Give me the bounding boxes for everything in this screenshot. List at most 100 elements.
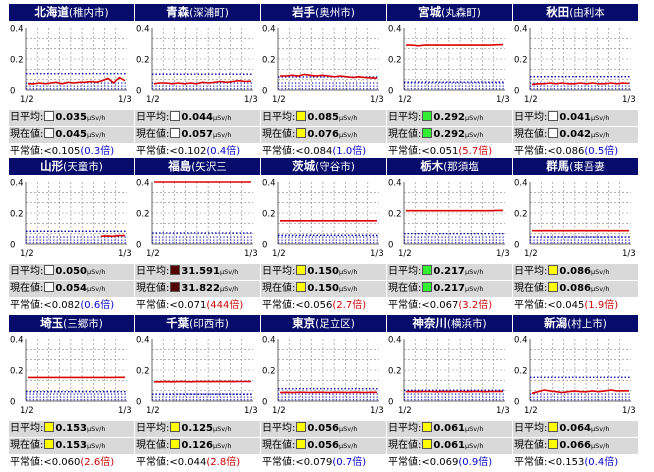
normal-value: <0.102 — [169, 146, 206, 157]
station-header[interactable]: 群馬(東吾妻 — [513, 158, 638, 175]
x-tick-label: 1/3 — [370, 406, 384, 416]
normal-value: <0.084 — [295, 146, 332, 157]
current-value-label: 現在値: — [136, 283, 169, 294]
level-color-box — [296, 422, 306, 432]
city-name: (那須塩 — [443, 161, 479, 173]
y-tick-label: 0.4 — [136, 179, 150, 189]
station-header[interactable]: 新潟(村上市) — [513, 315, 638, 332]
station-header[interactable]: 埼玉(三郷市) — [9, 315, 134, 332]
x-tick-label: 1/2 — [524, 95, 538, 105]
daily-average-label: 日平均: — [262, 423, 295, 434]
ratio-value: (444倍) — [206, 300, 243, 311]
x-tick-label: 1/3 — [496, 249, 510, 259]
unit-label: μSv/h — [213, 425, 231, 433]
station-header[interactable]: 千葉(印西市) — [135, 315, 260, 332]
current-value-label: 現在値: — [514, 440, 547, 451]
x-tick-label: 1/2 — [20, 249, 34, 259]
normal-value-label: 平常値: — [514, 146, 547, 157]
y-tick-label: 0.4 — [136, 25, 150, 35]
unit-label: μSv/h — [591, 285, 609, 293]
y-tick-label: 0.4 — [514, 25, 528, 35]
prefecture-name: 秋田 — [546, 5, 569, 19]
normal-value-label: 平常値: — [136, 146, 169, 157]
y-tick-label: 0 — [10, 398, 15, 408]
level-color-box — [296, 128, 306, 138]
level-color-box — [170, 282, 180, 292]
normal-value-label: 平常値: — [262, 457, 295, 468]
current-value: 0.042 — [559, 129, 591, 140]
daily-average-value: 0.064 — [559, 423, 591, 434]
y-tick-label: 0.2 — [136, 210, 150, 220]
x-tick-label: 1/2 — [20, 406, 34, 416]
daily-average-row: 日平均:0.061μSv/h — [387, 421, 512, 437]
level-color-box — [170, 111, 180, 121]
normal-value: <0.105 — [43, 146, 80, 157]
station-header[interactable]: 東京(足立区) — [261, 315, 386, 332]
level-color-box — [170, 265, 180, 275]
ratio-value: (3.2倍) — [458, 300, 492, 311]
unit-label: μSv/h — [591, 442, 609, 450]
unit-label: μSv/h — [591, 425, 609, 433]
x-tick-label: 1/2 — [524, 249, 538, 259]
normal-value-row: 平常値:<0.071(444倍) — [135, 298, 260, 314]
dose-series-line — [154, 81, 251, 84]
prefecture-name: 福島 — [168, 159, 191, 173]
station-header[interactable]: 青森(深浦町) — [135, 4, 260, 21]
city-name: (足立区) — [315, 318, 355, 330]
station-header[interactable]: 北海道(稚内市) — [9, 4, 134, 21]
level-color-box — [548, 282, 558, 292]
unit-label: μSv/h — [213, 114, 231, 122]
daily-average-value: 0.292 — [433, 112, 465, 123]
city-name: (東吾妻 — [569, 161, 605, 173]
current-value: 0.061 — [433, 440, 465, 451]
y-tick-label: 0 — [388, 241, 393, 251]
unit-label: μSv/h — [339, 442, 357, 450]
y-tick-label: 0 — [10, 87, 15, 97]
current-value: 0.076 — [307, 129, 339, 140]
station-header[interactable]: 神奈川(横浜市) — [387, 315, 512, 332]
normal-value: <0.067 — [421, 300, 458, 311]
daily-average-value: 0.153 — [55, 423, 87, 434]
current-value-row: 現在値:0.153μSv/h — [9, 438, 134, 454]
current-value-label: 現在値: — [388, 440, 421, 451]
y-tick-label: 0 — [262, 241, 267, 251]
city-name: (由利本 — [569, 7, 605, 19]
level-color-box — [296, 111, 306, 121]
normal-value: <0.153 — [547, 457, 584, 468]
current-value-row: 現在値:0.292μSv/h — [387, 127, 512, 143]
unit-label: μSv/h — [591, 268, 609, 276]
station-header[interactable]: 宮城(丸森町) — [387, 4, 512, 21]
normal-value-row: 平常値:<0.067(3.2倍) — [387, 298, 512, 314]
station-header[interactable]: 岩手(奥州市) — [261, 4, 386, 21]
city-name: (深浦町) — [189, 7, 229, 19]
daily-average-label: 日平均: — [10, 266, 43, 277]
y-tick-label: 0.4 — [136, 336, 150, 346]
station-header[interactable]: 茨城(守谷市) — [261, 158, 386, 175]
daily-average-row: 日平均:0.153μSv/h — [9, 421, 134, 437]
current-value-row: 現在値:0.056μSv/h — [261, 438, 386, 454]
station-header[interactable]: 栃木(那須塩 — [387, 158, 512, 175]
daily-average-value: 0.050 — [55, 266, 87, 277]
y-tick-label: 0.4 — [262, 336, 276, 346]
daily-average-row: 日平均:0.086μSv/h — [513, 264, 638, 280]
daily-average-label: 日平均: — [388, 423, 421, 434]
station-header[interactable]: 山形(天童市) — [9, 158, 134, 175]
station-header[interactable]: 秋田(由利本 — [513, 4, 638, 21]
y-tick-label: 0.4 — [388, 25, 402, 35]
daily-average-row: 日平均:0.125μSv/h — [135, 421, 260, 437]
daily-average-row: 日平均:0.150μSv/h — [261, 264, 386, 280]
station-header[interactable]: 福島(矢沢三 — [135, 158, 260, 175]
unit-label: μSv/h — [339, 114, 357, 122]
daily-average-value: 0.150 — [307, 266, 339, 277]
